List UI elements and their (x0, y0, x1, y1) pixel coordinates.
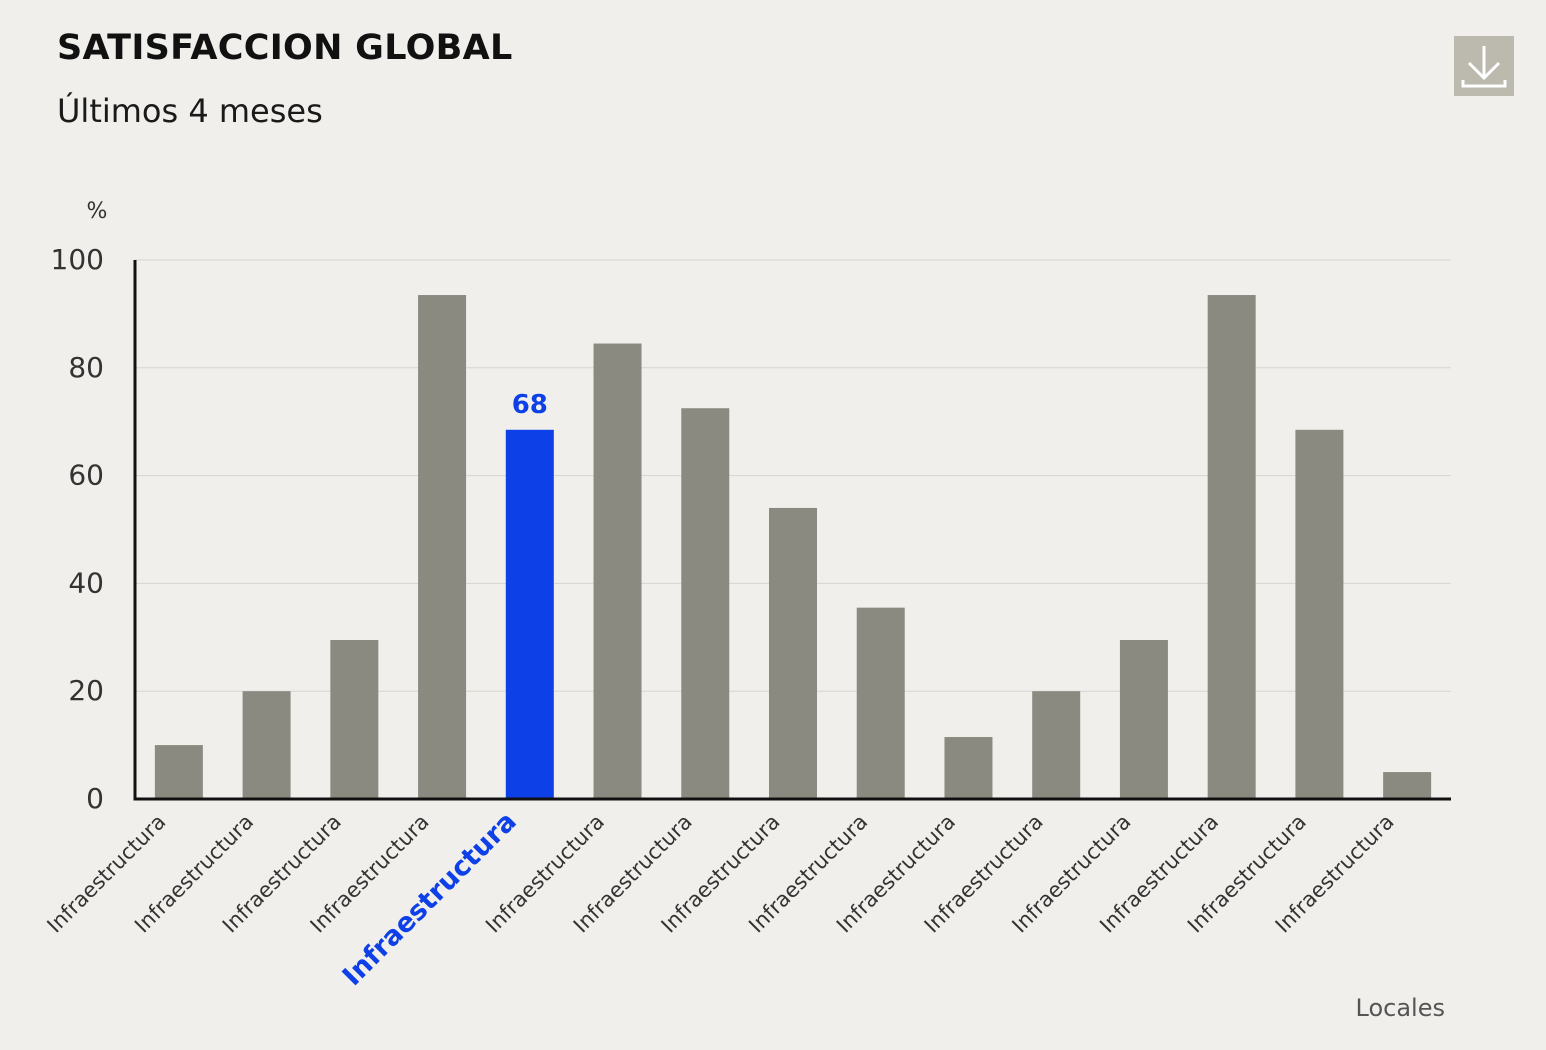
y-tick-labels: 0 20 40 60 80 100 (51, 243, 104, 815)
bar[interactable] (1119, 639, 1168, 799)
y-tick-label: 100 (51, 243, 104, 276)
x-tick-labels: InfraestructuraInfraestructuraInfraestru… (42, 806, 1398, 992)
y-tick-label: 0 (86, 782, 104, 815)
chart-title: SATISFACCION GLOBAL (57, 28, 513, 68)
bar[interactable] (593, 343, 642, 799)
download-icon (1461, 46, 1507, 88)
bar-value-label: 68 (512, 390, 548, 420)
y-tick-label: 40 (68, 566, 104, 599)
download-button[interactable] (1454, 36, 1514, 96)
bar[interactable] (1295, 429, 1344, 799)
bar[interactable] (856, 607, 905, 799)
axes (133, 260, 1451, 801)
bar[interactable] (1383, 772, 1432, 799)
bar[interactable] (154, 745, 203, 799)
x-axis-title: Locales (1356, 994, 1445, 1022)
bar-highlighted[interactable] (505, 429, 554, 799)
x-tick-label-highlighted: Infraestructura (337, 806, 523, 992)
bar[interactable] (1032, 691, 1081, 799)
y-tick-label: 20 (68, 674, 104, 707)
bar[interactable] (1207, 295, 1256, 799)
bar[interactable] (769, 507, 817, 799)
chart-subtitle: Últimos 4 meses (57, 92, 323, 130)
y-tick-label: 60 (68, 459, 104, 492)
y-tick-label: 80 (68, 351, 104, 384)
bar[interactable] (418, 295, 467, 799)
bar[interactable] (944, 737, 993, 799)
bar[interactable] (242, 691, 291, 799)
bar[interactable] (330, 639, 379, 799)
bar[interactable] (681, 408, 730, 799)
y-unit-label: % (87, 199, 108, 224)
bars: 68 (154, 295, 1432, 799)
